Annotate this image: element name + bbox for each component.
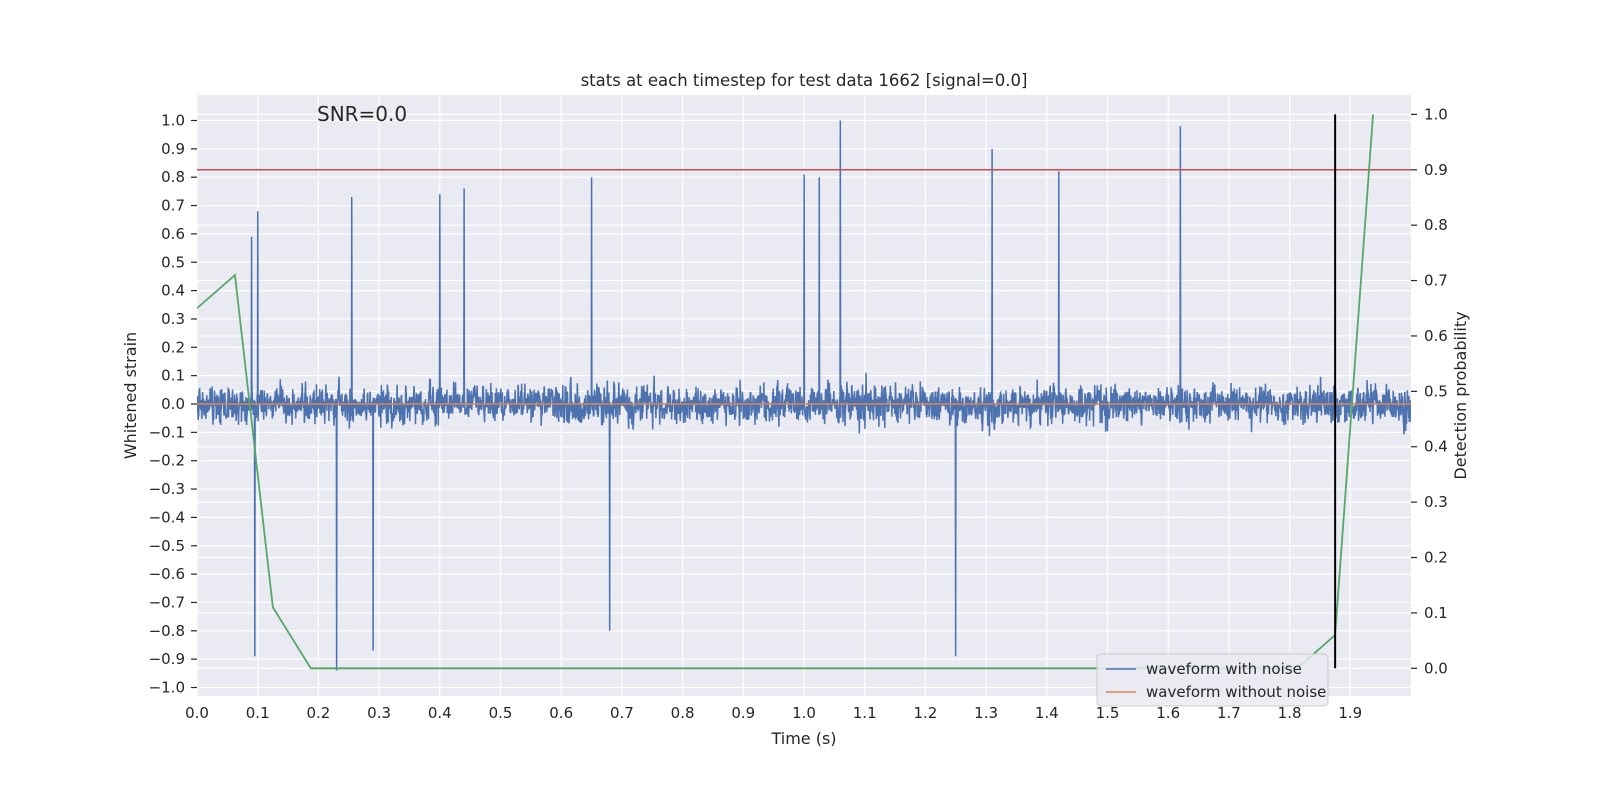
x-tick-label: 0.4 xyxy=(428,704,452,722)
x-tick-label: 1.0 xyxy=(792,704,816,722)
y2-tick-label: 0.2 xyxy=(1424,549,1448,567)
x-tick-label: 1.6 xyxy=(1156,704,1180,722)
y2-tick-label: 1.0 xyxy=(1424,105,1448,123)
y2-tick-label: 0.3 xyxy=(1424,493,1448,511)
y-tick-label: −0.2 xyxy=(149,452,185,470)
legend: waveform with noise waveform without noi… xyxy=(1096,653,1329,707)
y2-tick-label: 0.9 xyxy=(1424,161,1448,179)
y-tick-label: −0.9 xyxy=(149,650,185,668)
y-tick-label: −0.6 xyxy=(149,565,185,583)
y-tick-label: 0.1 xyxy=(161,367,185,385)
y-tick-label: −1.0 xyxy=(149,678,185,696)
x-tick-label: 0.8 xyxy=(671,704,695,722)
y-tick-label: 0.6 xyxy=(161,225,185,243)
y2-tick-label: 0.8 xyxy=(1424,216,1448,234)
x-tick-label: 0.2 xyxy=(306,704,330,722)
y-tick-label: 0.7 xyxy=(161,197,185,215)
y-tick-label: 0.5 xyxy=(161,253,185,271)
y-tick-label: −0.5 xyxy=(149,537,185,555)
x-axis-label: Time (s) xyxy=(770,729,836,748)
x-tick-label: 0.9 xyxy=(731,704,755,722)
y2-axis-label: Detection probability xyxy=(1451,311,1470,479)
x-tick-label: 1.2 xyxy=(913,704,937,722)
y-tick-label: −0.7 xyxy=(149,593,185,611)
x-tick-label: 1.4 xyxy=(1035,704,1059,722)
legend-label-waveform-without-noise: waveform without noise xyxy=(1146,683,1326,701)
y-axis-label: Whitened strain xyxy=(121,332,140,459)
snr-annotation: SNR=0.0 xyxy=(317,102,407,126)
x-tick-label: 0.5 xyxy=(489,704,513,722)
x-tick-label: 0.7 xyxy=(610,704,634,722)
y-tick-label: 0.4 xyxy=(161,282,185,300)
y-tick-label: 0.3 xyxy=(161,310,185,328)
x-tick-label: 0.0 xyxy=(185,704,209,722)
y-tick-label: 1.0 xyxy=(161,112,185,130)
x-tick-label: 1.5 xyxy=(1096,704,1120,722)
y-tick-label: 0.0 xyxy=(161,395,185,413)
y-axis-left: −1.0 −0.9 −0.8 −0.7 −0.6 −0.5 −0.4 −0.3 −0.2 −0.1… xyxy=(149,112,197,696)
series-detection-probability xyxy=(197,114,1374,670)
y-tick-label: −0.3 xyxy=(149,480,185,498)
y-tick-label: −0.4 xyxy=(149,508,185,526)
series-waveform-with-noise xyxy=(197,120,1411,671)
x-tick-label: 0.1 xyxy=(246,704,270,722)
y2-tick-label: 0.5 xyxy=(1424,382,1448,400)
x-tick-label: 1.8 xyxy=(1278,704,1302,722)
y-tick-label: 0.8 xyxy=(161,168,185,186)
x-tick-label: 0.3 xyxy=(367,704,391,722)
y2-tick-label: 0.6 xyxy=(1424,327,1448,345)
y2-tick-label: 0.1 xyxy=(1424,604,1448,622)
y-axis-right: 0.0 0.1 0.2 0.3 0.4 0.5 0.6 0.7 0.8 0.9 1.0 xyxy=(1411,105,1448,677)
x-tick-label: 1.1 xyxy=(853,704,877,722)
x-tick-label: 0.6 xyxy=(549,704,573,722)
x-axis: 0.0 0.1 0.2 0.3 0.4 0.5 0.6 0.7 0.8 0.9 1.0 1.1 1.2 1… xyxy=(185,704,1362,722)
x-tick-label: 1.9 xyxy=(1338,704,1362,722)
legend-label-waveform-with-noise: waveform with noise xyxy=(1146,660,1302,678)
plot-layer xyxy=(197,114,1411,671)
chart-title: stats at each timestep for test data 166… xyxy=(581,71,1028,90)
y2-tick-label: 0.7 xyxy=(1424,272,1448,290)
y-tick-label: 0.2 xyxy=(161,338,185,356)
x-tick-label: 1.3 xyxy=(974,704,998,722)
legend-box xyxy=(1096,653,1329,707)
x-tick-label: 1.7 xyxy=(1217,704,1241,722)
y-tick-label: 0.9 xyxy=(161,140,185,158)
y-tick-label: −0.1 xyxy=(149,423,185,441)
y2-tick-label: 0.0 xyxy=(1424,659,1448,677)
y-tick-label: −0.8 xyxy=(149,622,185,640)
y2-tick-label: 0.4 xyxy=(1424,438,1448,456)
